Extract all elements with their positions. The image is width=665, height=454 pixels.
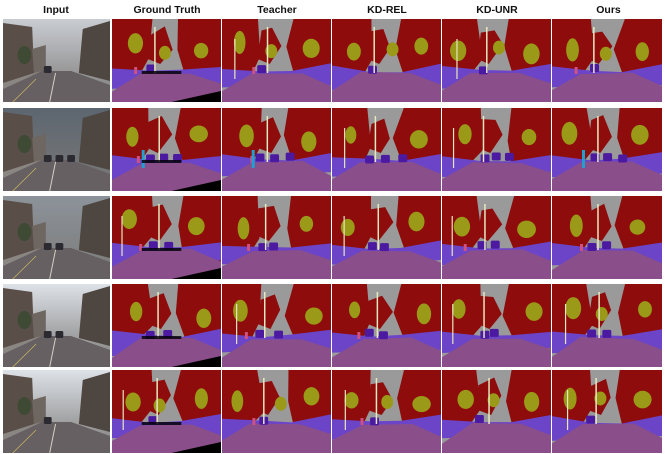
segmentation-map-teacher-row-1 (222, 19, 331, 102)
segmentation-map-ground-truth-row-3 (112, 196, 221, 279)
segmentation-map-teacher-row-4 (222, 284, 331, 367)
column-header-kd-rel: KD-REL (367, 4, 407, 16)
result-row-4 (0, 284, 665, 367)
segmentation-map-ground-truth-row-2 (112, 108, 221, 191)
result-row-1 (0, 19, 665, 102)
segmentation-map-kd-rel-row-1 (332, 19, 441, 102)
segmentation-map-ours-row-1 (552, 19, 662, 102)
segmentation-map-kd-rel-row-4 (332, 284, 441, 367)
segmentation-map-ground-truth-row-1 (112, 19, 221, 102)
result-row-3 (0, 196, 665, 279)
result-row-5 (0, 370, 665, 453)
segmentation-map-kd-unr-row-4 (442, 284, 551, 367)
input-photo-input-row-1 (3, 19, 110, 102)
segmentation-map-teacher-row-5 (222, 370, 331, 453)
segmentation-map-kd-unr-row-2 (442, 108, 551, 191)
segmentation-map-kd-rel-row-2 (332, 108, 441, 191)
segmentation-map-ours-row-5 (552, 370, 662, 453)
column-header-ours: Ours (596, 4, 621, 16)
segmentation-map-kd-unr-row-5 (442, 370, 551, 453)
segmentation-map-ours-row-4 (552, 284, 662, 367)
column-header-teacher: Teacher (257, 4, 297, 16)
input-photo-input-row-2 (3, 108, 110, 191)
column-header-ground-truth: Ground Truth (133, 4, 201, 16)
input-photo-input-row-5 (3, 370, 110, 453)
column-header-input: Input (43, 4, 69, 16)
segmentation-map-ground-truth-row-5 (112, 370, 221, 453)
segmentation-map-ours-row-3 (552, 196, 662, 279)
segmentation-map-kd-rel-row-5 (332, 370, 441, 453)
segmentation-map-teacher-row-3 (222, 196, 331, 279)
segmentation-map-ground-truth-row-4 (112, 284, 221, 367)
segmentation-map-teacher-row-2 (222, 108, 331, 191)
segmentation-map-kd-unr-row-1 (442, 19, 551, 102)
segmentation-map-kd-unr-row-3 (442, 196, 551, 279)
result-row-2 (0, 108, 665, 191)
column-header-kd-unr: KD-UNR (476, 4, 518, 16)
input-photo-input-row-4 (3, 284, 110, 367)
segmentation-map-kd-rel-row-3 (332, 196, 441, 279)
input-photo-input-row-3 (3, 196, 110, 279)
segmentation-map-ours-row-2 (552, 108, 662, 191)
